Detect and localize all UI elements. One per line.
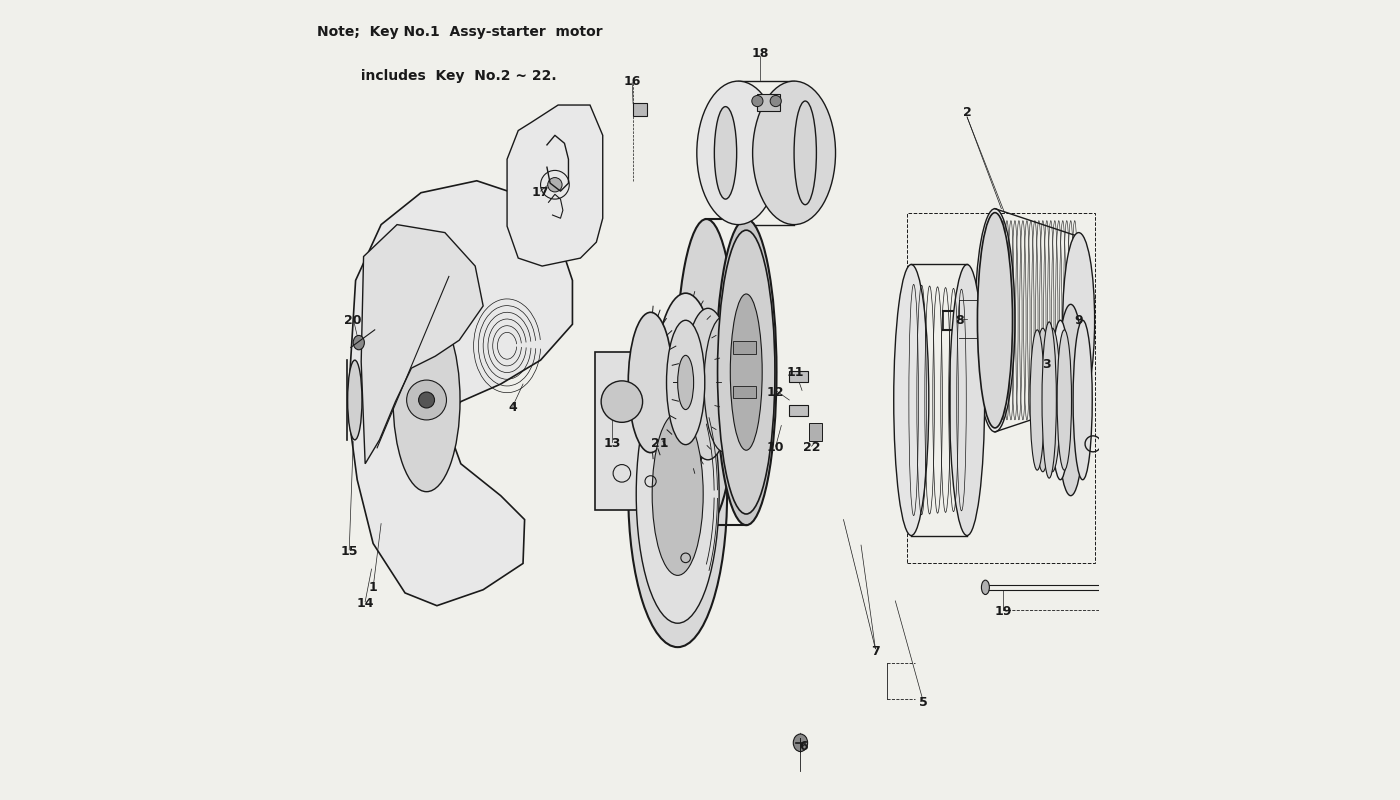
Text: 14: 14 [357, 597, 374, 610]
Text: 3: 3 [1043, 358, 1051, 370]
Text: 17: 17 [532, 186, 549, 199]
Circle shape [601, 381, 643, 422]
Ellipse shape [629, 312, 673, 453]
Text: 4: 4 [508, 402, 517, 414]
Ellipse shape [794, 101, 816, 205]
Polygon shape [507, 105, 603, 266]
Text: Note;  Key No.1  Assy-starter  motor: Note; Key No.1 Assy-starter motor [318, 26, 603, 39]
Text: 20: 20 [344, 314, 363, 326]
Text: 10: 10 [767, 442, 784, 454]
Ellipse shape [714, 106, 736, 199]
Ellipse shape [704, 316, 743, 452]
Ellipse shape [685, 308, 732, 460]
Ellipse shape [1063, 233, 1095, 408]
Text: 12: 12 [767, 386, 784, 398]
Bar [633, 103, 647, 116]
Bar [595, 352, 650, 510]
Text: 8: 8 [955, 314, 963, 326]
Ellipse shape [977, 213, 1012, 428]
Ellipse shape [393, 308, 461, 492]
Ellipse shape [1042, 322, 1057, 478]
Ellipse shape [1057, 304, 1085, 496]
Bar [1042, 364, 1061, 388]
Bar [790, 405, 808, 416]
Text: 5: 5 [918, 697, 928, 710]
Ellipse shape [629, 341, 727, 647]
Ellipse shape [652, 413, 703, 575]
Ellipse shape [794, 734, 808, 751]
Bar [734, 341, 756, 354]
Ellipse shape [1044, 328, 1060, 472]
Ellipse shape [731, 294, 762, 450]
Ellipse shape [1051, 320, 1070, 480]
Ellipse shape [753, 81, 836, 225]
Bar [907, 213, 1095, 563]
Ellipse shape [715, 219, 777, 525]
Ellipse shape [974, 209, 1015, 432]
Ellipse shape [636, 365, 720, 623]
Ellipse shape [347, 360, 363, 440]
Text: 2: 2 [963, 106, 972, 119]
Text: 22: 22 [802, 442, 820, 454]
Bar [734, 386, 756, 398]
Bar [757, 94, 780, 111]
Ellipse shape [676, 219, 736, 525]
Bar [790, 371, 808, 382]
Text: 6: 6 [799, 740, 808, 754]
Ellipse shape [697, 81, 780, 225]
Ellipse shape [353, 335, 364, 350]
Ellipse shape [1030, 330, 1044, 470]
Polygon shape [361, 225, 483, 464]
Ellipse shape [893, 265, 928, 535]
Ellipse shape [981, 580, 990, 594]
Ellipse shape [949, 265, 984, 535]
Text: 16: 16 [623, 74, 641, 88]
Ellipse shape [666, 320, 704, 445]
Ellipse shape [655, 293, 715, 472]
Bar [1042, 412, 1061, 436]
Text: 7: 7 [871, 645, 879, 658]
Bar [809, 423, 822, 442]
Circle shape [547, 178, 561, 192]
Text: 11: 11 [787, 366, 805, 378]
Circle shape [752, 95, 763, 106]
Circle shape [770, 95, 781, 106]
Ellipse shape [718, 230, 776, 514]
Text: 13: 13 [603, 438, 622, 450]
Circle shape [419, 392, 434, 408]
Text: 19: 19 [994, 605, 1012, 618]
Text: 1: 1 [368, 581, 378, 594]
Text: includes  Key  No.2 ~ 22.: includes Key No.2 ~ 22. [318, 69, 557, 83]
Text: 21: 21 [651, 438, 669, 450]
Polygon shape [349, 181, 573, 606]
Ellipse shape [678, 355, 693, 410]
Ellipse shape [1035, 328, 1051, 472]
Text: 9: 9 [1074, 314, 1084, 326]
Text: 18: 18 [752, 46, 769, 60]
Circle shape [406, 380, 447, 420]
Ellipse shape [1072, 320, 1092, 480]
Text: 15: 15 [340, 545, 358, 558]
Ellipse shape [1057, 330, 1071, 470]
